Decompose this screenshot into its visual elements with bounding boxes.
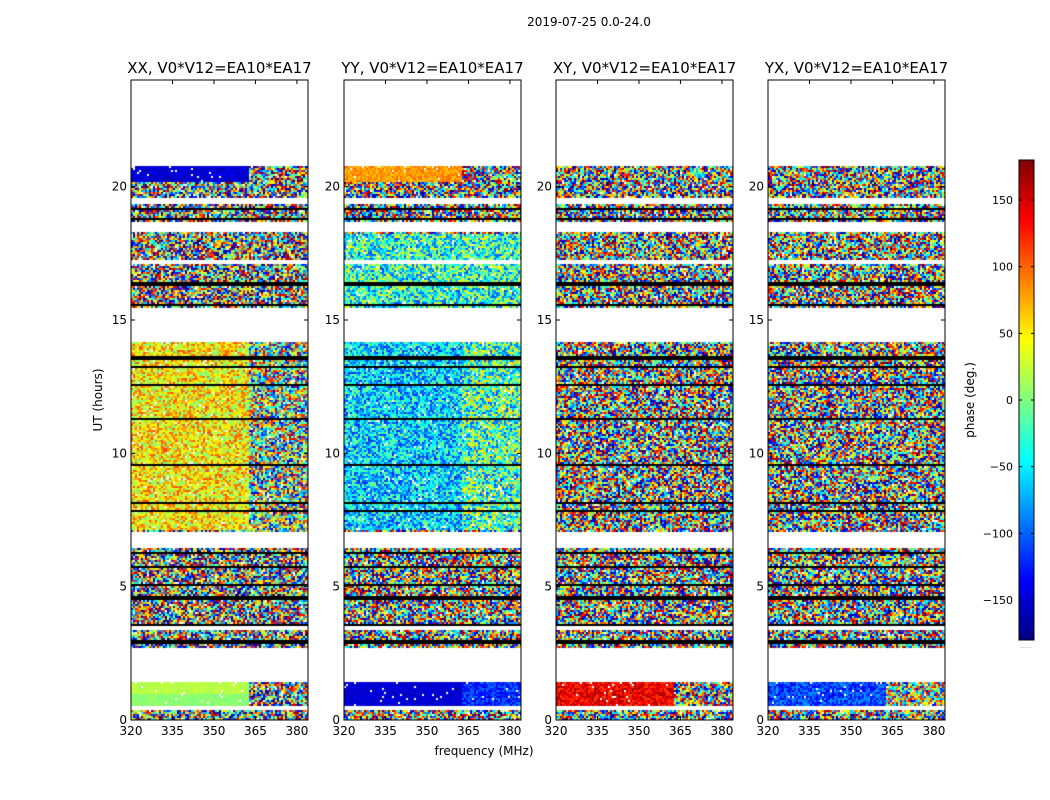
x-tick-label: 335	[798, 724, 821, 738]
panel-2: YY, V0*V12=EA10*EA17 320 335 350 365 380 0 5 10 1…	[325, 59, 524, 738]
panel-1: XX, V0*V12=EA10*EA17 320 335 350 365 380 0 5 10 1…	[112, 59, 312, 738]
y-tick-label: 20	[112, 180, 127, 194]
colorbar-tick-label: −50	[990, 461, 1013, 474]
x-tick-label: 320	[333, 724, 356, 738]
y-tick-label: 5	[544, 580, 552, 594]
y-tick-label: 5	[332, 580, 340, 594]
panel-group: XX, V0*V12=EA10*EA17 320 335 350 365 380 0 5 10 1…	[112, 59, 948, 738]
y-tick-label: 15	[537, 313, 552, 327]
figure-title: 2019-07-25 0.0-24.0	[527, 15, 651, 29]
x-tick-label: 335	[374, 724, 397, 738]
y-tick-label: 10	[325, 446, 340, 460]
colorbar-tick-label: 50	[999, 327, 1013, 340]
colorbar: −150 −100 −50 0 50 100 150 phase (deg.) ......	[963, 159, 1035, 650]
x-tick-label: 320	[120, 724, 143, 738]
x-tick-label: 380	[285, 724, 308, 738]
colorbar-tick-label: −150	[983, 594, 1013, 607]
x-tick-label: 365	[881, 724, 904, 738]
x-tick-label: 320	[757, 724, 780, 738]
panel-4: YX, V0*V12=EA10*EA17 320 335 350 365 380 0 5 10 1…	[749, 59, 948, 738]
panel-frame	[130, 79, 309, 721]
panel-frame	[555, 79, 734, 721]
heatmap-image-2	[344, 80, 521, 720]
colorbar-ticks: −150 −100 −50 0 50 100 150	[983, 194, 1034, 607]
x-tick-label: 320	[545, 724, 568, 738]
x-tick-label: 350	[203, 724, 226, 738]
panel-title: XX, V0*V12=EA10*EA17	[127, 59, 311, 77]
y-tick-label: 10	[112, 446, 127, 460]
y-tick-label: 20	[749, 180, 764, 194]
y-tick-label: 15	[325, 313, 340, 327]
heatmap-image-4	[768, 80, 945, 720]
y-tick-label: 15	[112, 313, 127, 327]
x-tick-label: 380	[922, 724, 945, 738]
x-tick-label: 335	[586, 724, 609, 738]
y-tick-label: 15	[749, 313, 764, 327]
y-tick-label: 5	[119, 580, 127, 594]
colorbar-fill	[1019, 160, 1034, 640]
y-tick-label: 10	[537, 446, 552, 460]
y-tick-label: 20	[537, 180, 552, 194]
panel-title: XY, V0*V12=EA10*EA17	[553, 59, 736, 77]
y-tick-label: 5	[756, 580, 764, 594]
panel-frame	[767, 79, 946, 721]
x-tick-label: 335	[161, 724, 184, 738]
x-tick-label: 365	[457, 724, 480, 738]
y-tick-label: 0	[332, 713, 340, 727]
heatmap-image-1	[131, 80, 308, 720]
y-axis-label: UT (hours)	[91, 368, 105, 431]
colorbar-tick-label: 150	[992, 194, 1013, 207]
colorbar-label: phase (deg.)	[963, 362, 977, 438]
x-tick-label: 380	[710, 724, 733, 738]
y-tick-label: 0	[756, 713, 764, 727]
panel-3: XY, V0*V12=EA10*EA17 320 335 350 365 380 0 5 10 1…	[537, 59, 736, 738]
colorbar-footnote: ......	[1020, 643, 1032, 650]
colorbar-tick-label: 100	[992, 261, 1013, 274]
panel-title: YX, V0*V12=EA10*EA17	[764, 59, 948, 77]
x-tick-label: 350	[416, 724, 439, 738]
y-tick-label: 0	[544, 713, 552, 727]
x-tick-label: 380	[498, 724, 521, 738]
x-axis-label: frequency (MHz)	[434, 744, 533, 758]
heatmap-image-3	[556, 80, 733, 720]
colorbar-tick-label: −100	[983, 527, 1013, 540]
panel-title: YY, V0*V12=EA10*EA17	[340, 59, 523, 77]
y-tick-label: 0	[119, 713, 127, 727]
y-tick-label: 10	[749, 446, 764, 460]
x-tick-label: 365	[244, 724, 267, 738]
x-tick-label: 350	[628, 724, 651, 738]
x-tick-label: 350	[840, 724, 863, 738]
x-tick-label: 365	[669, 724, 692, 738]
y-tick-label: 20	[325, 180, 340, 194]
panel-frame	[343, 79, 522, 721]
colorbar-tick-label: 0	[1006, 394, 1013, 407]
